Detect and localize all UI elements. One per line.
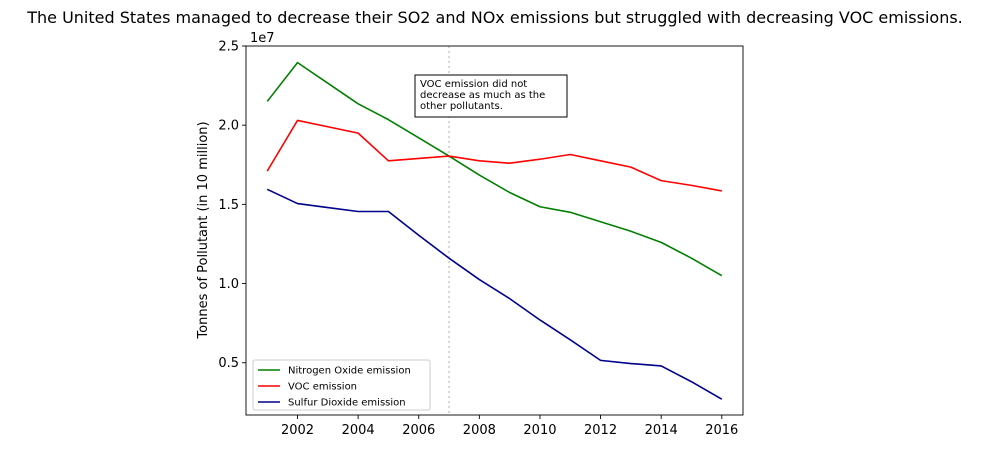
legend-label-1: VOC emission	[288, 382, 357, 393]
plot-frame	[245, 45, 744, 416]
chart-title: The United States managed to decrease th…	[26, 8, 963, 27]
x-tick-label: 2014	[645, 423, 678, 438]
series-line-0	[266, 61, 723, 277]
legend: Nitrogen Oxide emission VOC emission Sulfu…	[252, 359, 431, 411]
x-tick-label: 2002	[281, 423, 314, 438]
x-tick-label: 2016	[705, 423, 738, 438]
x-tick-label: 2004	[342, 423, 375, 438]
y-tick-label: 2.5	[218, 40, 239, 55]
annotation-line-0: VOC emission did not	[420, 79, 527, 90]
legend-label-2: Sulfur Dioxide emission	[288, 398, 406, 409]
y-tick-label: 2.0	[218, 119, 239, 134]
series-line-1	[266, 119, 722, 192]
y-tick-label: 1.5	[218, 198, 239, 213]
x-tick-label: 2006	[402, 423, 435, 438]
annotation-line-2: other pollutants.	[420, 101, 503, 112]
series-line-2	[266, 188, 723, 400]
y-offset-label: 1e7	[250, 31, 275, 46]
x-tick-label: 2012	[584, 423, 617, 438]
y-tick-label: 0.5	[218, 356, 239, 371]
x-tick-label: 2010	[523, 423, 556, 438]
x-tick-label: 2008	[463, 423, 496, 438]
annotation-line-1: decrease as much as the	[420, 90, 545, 101]
legend-box	[252, 359, 431, 411]
annotation-frame	[414, 74, 568, 118]
y-tick-label: 1.0	[218, 277, 239, 292]
plot-area: 2002 2004 2006 2008 2010 2012 2014 2016 0.5 1.0 1.…	[218, 40, 744, 438]
legend-label-0: Nitrogen Oxide emission	[288, 366, 411, 377]
y-axis-label: Tonnes of Pollutant (in 10 million)	[196, 121, 211, 339]
